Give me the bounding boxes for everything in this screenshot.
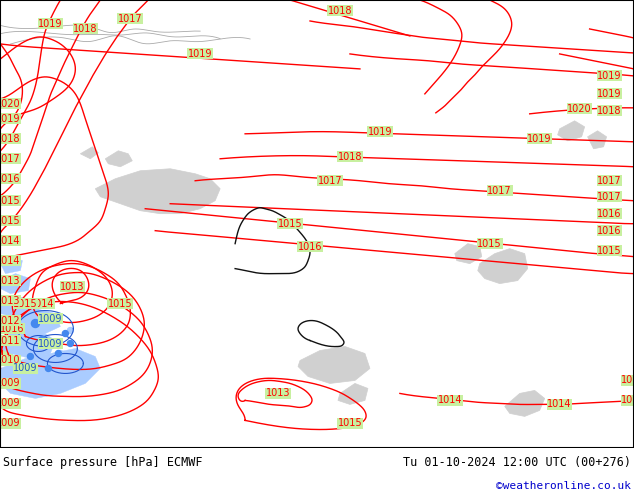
Text: 1015: 1015 bbox=[0, 196, 21, 206]
Circle shape bbox=[42, 300, 48, 307]
Text: 1018: 1018 bbox=[328, 6, 353, 16]
Polygon shape bbox=[558, 121, 585, 141]
Text: 1013: 1013 bbox=[0, 295, 21, 306]
Text: 1011: 1011 bbox=[0, 336, 21, 345]
Circle shape bbox=[32, 319, 39, 327]
Circle shape bbox=[46, 366, 51, 371]
Circle shape bbox=[27, 329, 34, 338]
Text: 1015: 1015 bbox=[108, 298, 133, 309]
Circle shape bbox=[36, 339, 46, 348]
Polygon shape bbox=[1, 273, 30, 294]
Text: 1016: 1016 bbox=[0, 174, 21, 184]
Circle shape bbox=[16, 299, 25, 308]
Text: ©weatheronline.co.uk: ©weatheronline.co.uk bbox=[496, 481, 631, 490]
Polygon shape bbox=[1, 348, 100, 398]
Polygon shape bbox=[505, 391, 545, 416]
Circle shape bbox=[55, 350, 61, 357]
Text: 1018: 1018 bbox=[0, 134, 21, 144]
Text: 1017: 1017 bbox=[597, 192, 622, 202]
Circle shape bbox=[57, 350, 63, 357]
Text: 1018: 1018 bbox=[73, 24, 98, 34]
Text: 1019: 1019 bbox=[597, 89, 622, 99]
Polygon shape bbox=[338, 384, 368, 404]
Text: 1013: 1013 bbox=[0, 275, 21, 286]
Text: 1009: 1009 bbox=[13, 364, 37, 373]
Text: 1014: 1014 bbox=[547, 399, 572, 410]
Text: 1009: 1009 bbox=[0, 418, 21, 428]
Circle shape bbox=[62, 331, 68, 337]
Circle shape bbox=[67, 327, 74, 334]
Text: 1019: 1019 bbox=[188, 49, 212, 59]
Text: 1018: 1018 bbox=[328, 6, 353, 16]
Polygon shape bbox=[455, 244, 482, 264]
Text: 1015: 1015 bbox=[621, 395, 634, 405]
Text: 1019: 1019 bbox=[597, 71, 622, 81]
Text: 1017: 1017 bbox=[597, 176, 622, 186]
Text: 1019: 1019 bbox=[527, 134, 552, 144]
Text: 1019: 1019 bbox=[0, 114, 21, 124]
Text: 1012: 1012 bbox=[0, 316, 21, 325]
Text: 1014: 1014 bbox=[30, 298, 55, 309]
Text: 1014: 1014 bbox=[437, 395, 462, 405]
Text: Tu 01-10-2024 12:00 UTC (00+276): Tu 01-10-2024 12:00 UTC (00+276) bbox=[403, 456, 631, 469]
Text: 1014: 1014 bbox=[0, 236, 21, 245]
Polygon shape bbox=[95, 169, 220, 214]
Text: 1016: 1016 bbox=[0, 323, 25, 334]
Circle shape bbox=[27, 353, 34, 360]
Text: 1015: 1015 bbox=[338, 418, 362, 428]
Text: Surface pressure [hPa] ECMWF: Surface pressure [hPa] ECMWF bbox=[3, 456, 203, 469]
Text: 1015: 1015 bbox=[278, 219, 302, 229]
Polygon shape bbox=[1, 296, 41, 318]
Text: 1017: 1017 bbox=[488, 186, 512, 196]
Text: 1019: 1019 bbox=[368, 127, 392, 137]
Text: 1010: 1010 bbox=[0, 355, 21, 366]
Circle shape bbox=[67, 341, 74, 346]
Polygon shape bbox=[588, 131, 607, 149]
Text: 1009: 1009 bbox=[38, 339, 63, 348]
Text: 1019: 1019 bbox=[38, 19, 63, 29]
Text: 1020: 1020 bbox=[567, 104, 592, 114]
Polygon shape bbox=[1, 328, 55, 359]
Polygon shape bbox=[105, 151, 133, 167]
Text: 1009: 1009 bbox=[38, 314, 63, 323]
Text: 1015: 1015 bbox=[621, 375, 634, 386]
Text: 1015: 1015 bbox=[13, 298, 38, 309]
Text: 1015: 1015 bbox=[597, 245, 622, 256]
Text: 1013: 1013 bbox=[266, 389, 290, 398]
Circle shape bbox=[39, 337, 46, 344]
Circle shape bbox=[51, 315, 60, 322]
Text: 1018: 1018 bbox=[338, 152, 362, 162]
Text: 1015: 1015 bbox=[0, 216, 21, 226]
Text: 1020: 1020 bbox=[0, 99, 21, 109]
Polygon shape bbox=[15, 309, 60, 334]
Text: 1018: 1018 bbox=[597, 106, 622, 116]
Text: 1015: 1015 bbox=[477, 239, 502, 248]
Polygon shape bbox=[81, 147, 98, 159]
Text: 1016: 1016 bbox=[298, 242, 322, 252]
Polygon shape bbox=[478, 248, 527, 284]
Text: 1013: 1013 bbox=[60, 282, 84, 292]
Text: 1016: 1016 bbox=[597, 209, 622, 219]
Text: 1017: 1017 bbox=[0, 154, 21, 164]
Text: 1016: 1016 bbox=[597, 226, 622, 236]
Text: 1017: 1017 bbox=[118, 14, 143, 24]
Text: 1017: 1017 bbox=[0, 348, 13, 359]
Polygon shape bbox=[1, 257, 22, 273]
Text: 1017: 1017 bbox=[318, 176, 342, 186]
Polygon shape bbox=[298, 346, 370, 384]
Text: 1014: 1014 bbox=[0, 256, 21, 266]
Text: 1009: 1009 bbox=[0, 378, 21, 389]
Text: 1009: 1009 bbox=[0, 398, 21, 409]
